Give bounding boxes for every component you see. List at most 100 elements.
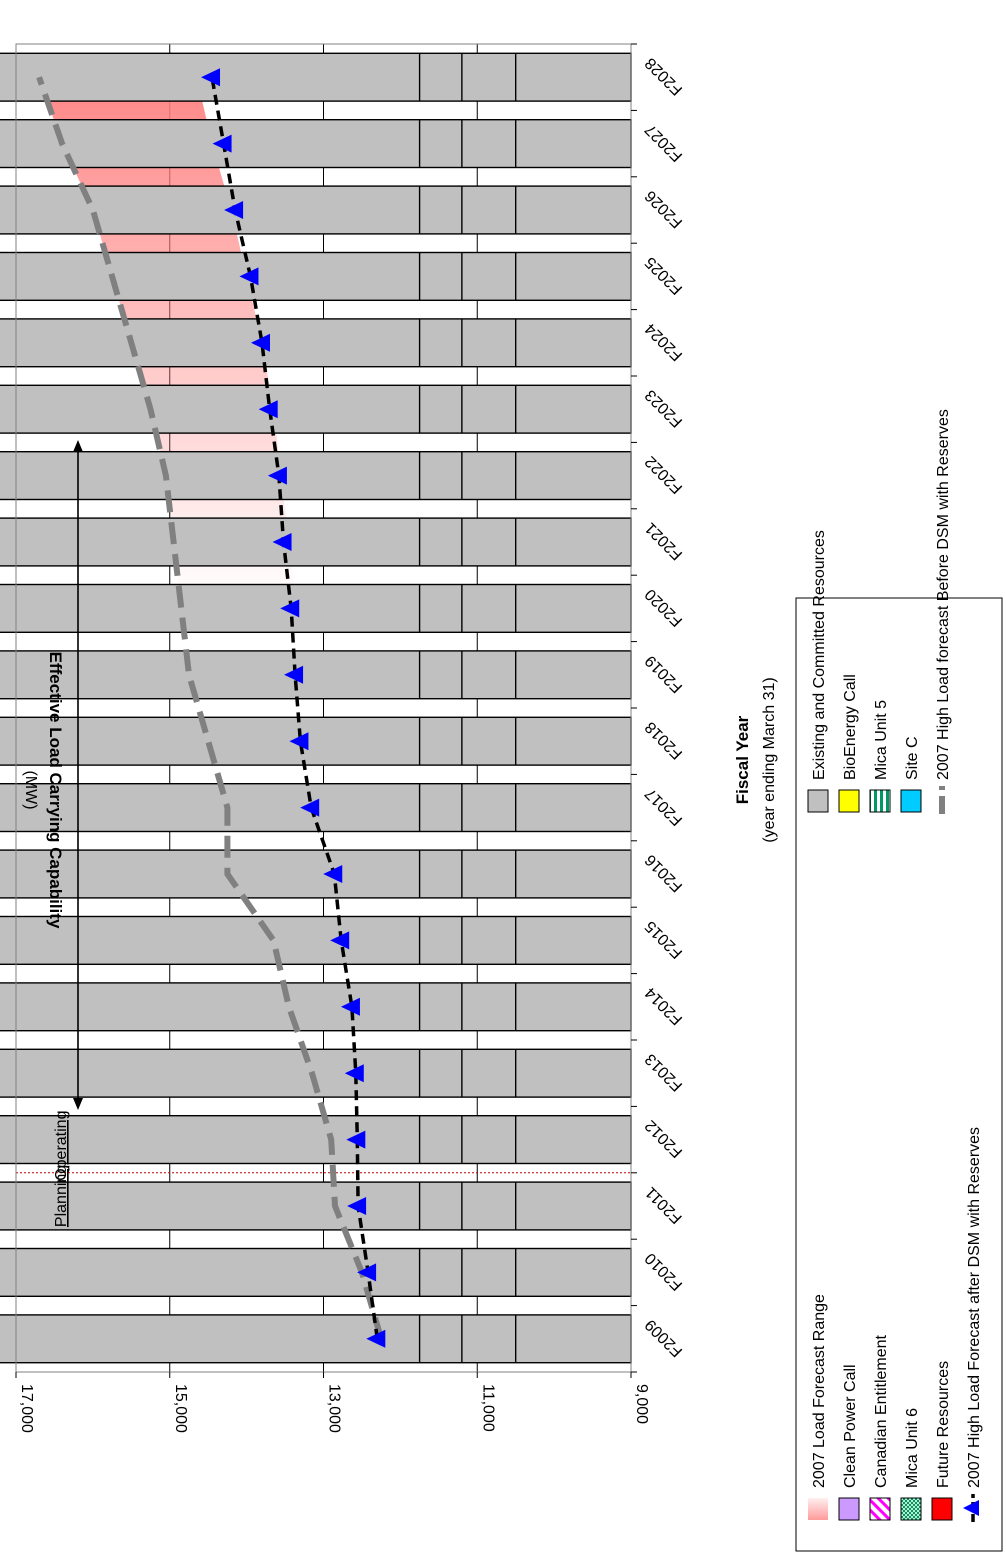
x-tick-label: F2015: [642, 917, 686, 961]
x-tick-label-group: F2012: [642, 1116, 686, 1160]
forecast-after-dsm-line: [210, 76, 380, 1340]
forecast-marker: [284, 665, 304, 684]
forecast-marker: [300, 798, 320, 817]
legend-label: Clean Power Call: [842, 1364, 859, 1488]
legend-swatch: [838, 789, 860, 813]
x-tick-label-group: F2016: [642, 851, 686, 895]
bar-segment: [0, 716, 632, 766]
x-tick-label-group: F2018: [642, 718, 686, 762]
y-tick-label: 9,000: [633, 1384, 650, 1424]
legend-label: 2007 High Load Forecast after DSM with R…: [966, 1127, 983, 1488]
x-tick-label: F2017: [642, 784, 686, 828]
bar-segment: [0, 849, 632, 899]
planning-label: Planning: [53, 1165, 70, 1227]
bar-segment: [0, 52, 632, 102]
forecast-marker: [289, 732, 309, 751]
legend-swatch: [869, 1497, 891, 1521]
legend-label: BioEnergy Call: [842, 674, 859, 780]
legend-item: Future Resources: [931, 1361, 953, 1521]
x-tick-label: F2012: [642, 1116, 686, 1160]
legend-label: 2007 Load Forecast Range: [811, 1294, 828, 1488]
x-tick-label-group: F2017: [642, 784, 686, 828]
forecast-marker: [280, 599, 300, 618]
forecast-marker: [251, 333, 270, 352]
x-tick-label-group: F2014: [642, 984, 686, 1028]
bar-segment: [0, 517, 632, 567]
bar-segment: [0, 650, 632, 700]
legend-swatch-marker: [963, 1500, 979, 1516]
legend-item: Site C: [900, 736, 922, 813]
legend-label: Site C: [904, 736, 921, 780]
y-axis-title: Effective Load Carrying Capability: [46, 652, 65, 929]
x-axis-title-group: Fiscal Year (year ending March 31): [733, 677, 778, 842]
forecast-marker: [224, 201, 244, 219]
x-tick-label-group: F2025: [642, 253, 686, 297]
forecast-marker: [212, 134, 232, 153]
legend-label: Mica Unit 5: [873, 700, 890, 780]
bar-segment: [0, 1114, 632, 1165]
x-tick-label-group: F2019: [642, 652, 686, 696]
x-tick-label: F2028: [642, 54, 686, 98]
legend-item: 2007 High Load Forecast after DSM with R…: [963, 1127, 983, 1522]
x-tick-label: F2010: [642, 1249, 686, 1293]
forecast-marker: [267, 466, 287, 485]
forecast-marker: [201, 68, 221, 87]
x-tick-label: F2023: [642, 386, 686, 430]
x-tick-label-group: F2026: [642, 187, 686, 231]
legend-swatch: [807, 789, 829, 813]
forecast-marker: [357, 1263, 377, 1282]
legend-item: 2007 High Load forecast Before DSM with …: [935, 409, 952, 814]
forecast-marker: [330, 931, 350, 950]
bar-segment: [0, 1247, 632, 1298]
legend-item: Existing and Committed Resources: [807, 530, 829, 813]
forecast-marker: [258, 400, 278, 419]
x-tick-label: F2022: [642, 452, 686, 496]
forecast-marker: [347, 1197, 367, 1215]
x-tick-label-group: F2027: [642, 120, 686, 164]
legend-item: Clean Power Call: [838, 1364, 860, 1521]
legend-item: Canadian Entitlement: [869, 1334, 891, 1521]
legend-label: Existing and Committed Resources: [811, 530, 828, 780]
y-tick-label-group: 9,000: [633, 1384, 650, 1424]
bar-segment: [0, 583, 632, 634]
operating-label: Operating: [53, 1111, 70, 1181]
x-tick-label: F2014: [642, 984, 686, 1028]
y-tick-label-group: 13,000: [326, 1384, 343, 1433]
legend-swatch: [869, 789, 891, 813]
forecast-before-dsm-line: [36, 76, 385, 1340]
legend-item: BioEnergy Call: [838, 674, 860, 813]
y-tick-label: 17,000: [18, 1384, 35, 1433]
legend-label: Future Resources: [935, 1361, 952, 1488]
x-axis-title: Fiscal Year: [733, 715, 752, 804]
bar-segment: [0, 1181, 632, 1231]
x-tick-label-group: F2022: [642, 452, 686, 496]
legend-swatch: [900, 1497, 922, 1521]
x-tick-label: F2009: [642, 1316, 686, 1360]
bar-segment: [0, 915, 632, 966]
bar-segment: [0, 1314, 632, 1364]
arrow-head-up: [73, 440, 83, 452]
bar-segment: [0, 118, 632, 169]
y-tick-label: 13,000: [326, 1384, 343, 1433]
x-tick-label-group: F2028: [642, 54, 686, 98]
bar-segment: [0, 318, 632, 368]
x-tick-label: F2025: [642, 253, 686, 297]
x-tick-label-group: F2021: [642, 519, 686, 563]
bar-segment: [0, 450, 632, 501]
x-tick-label: F2018: [642, 718, 686, 762]
y-tick-label-group: 17,000: [18, 1384, 35, 1433]
legend-swatch: [900, 789, 922, 813]
x-tick-label: F2013: [642, 1050, 686, 1094]
y-tick-label: 15,000: [172, 1384, 189, 1433]
forecast-marker: [346, 1130, 366, 1149]
x-tick-label: F2011: [642, 1183, 685, 1226]
x-tick-label-group: F2023: [642, 386, 686, 430]
legend-swatch: [838, 1497, 860, 1521]
bar-segment: [0, 982, 632, 1032]
y-tick-label-group: 15,000: [172, 1384, 189, 1433]
y-axis-unit: (MW): [22, 770, 39, 809]
forecast-marker: [272, 533, 292, 551]
